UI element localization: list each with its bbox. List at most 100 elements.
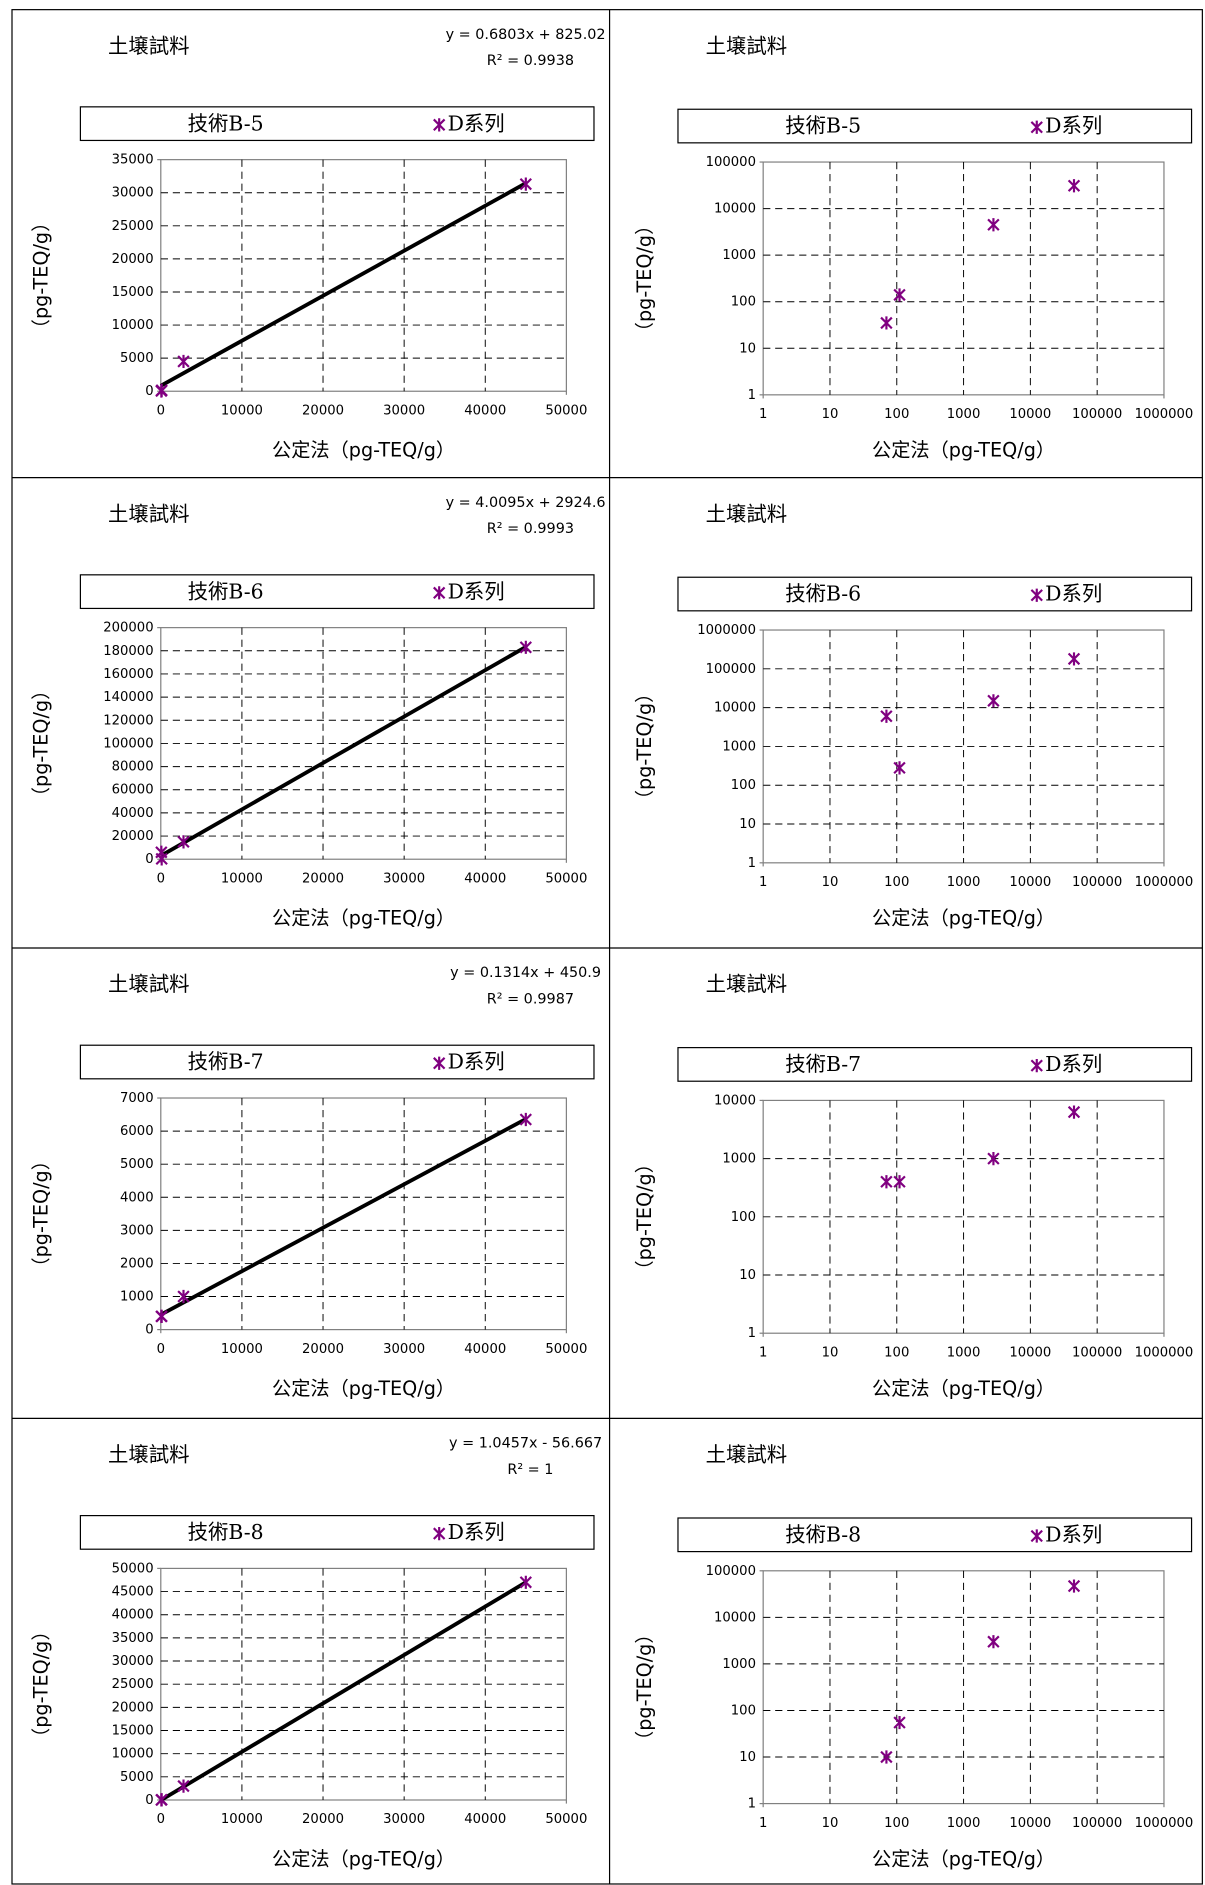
y-tick-label: 1000 [722, 1152, 756, 1167]
x-tick-label: 10 [822, 1816, 839, 1831]
x-tick-label: 100000 [1072, 1345, 1122, 1360]
data-point [519, 1112, 532, 1127]
data-point [893, 761, 906, 775]
data-point [880, 1750, 893, 1764]
x-tick-label: 30000 [383, 403, 425, 418]
legend-marker [1030, 120, 1043, 134]
chart: 土壌試料 y = 4.0095x + 2924.6 R² = 0.9993 技術B-6… [29, 495, 605, 930]
y-tick-label: 30000 [112, 1654, 154, 1669]
chart-title: 土壌試料 [108, 1443, 190, 1467]
y-tick-label: 20000 [112, 1700, 154, 1715]
trendline [159, 1580, 527, 1802]
x-tick-label: 40000 [464, 1342, 506, 1357]
data-point [155, 1309, 168, 1323]
y-tick-label: 25000 [112, 1677, 154, 1692]
y-tick-label: 160000 [103, 667, 153, 682]
y-tick-label: 45000 [112, 1585, 154, 1600]
x-tick-label: 0 [157, 1342, 165, 1357]
y-tick-label: 5000 [120, 1157, 154, 1172]
legend-label: D系列 [1045, 582, 1102, 606]
y-tick-label: 1 [748, 1326, 756, 1341]
x-tick-label: 10000 [221, 1342, 263, 1357]
y-tick-label: 40000 [112, 1608, 154, 1623]
x-tick-label: 100000 [1072, 407, 1122, 422]
y-axis-label: （pg-TEQ/g） [633, 216, 656, 341]
x-tick-label: 1000 [947, 407, 981, 422]
y-tick-label: 140000 [103, 690, 153, 705]
trendline-equation: y = 1.0457x - 56.667 [449, 1436, 602, 1452]
chart-title: 土壌試料 [108, 502, 190, 526]
x-tick-label: 50000 [545, 871, 587, 886]
trendline [159, 181, 527, 388]
x-tick-label: 100 [884, 875, 909, 890]
legend-label: D系列 [1045, 114, 1102, 138]
data-point [519, 640, 532, 654]
y-tick-label: 0 [145, 852, 153, 867]
x-tick-label: 1000000 [1135, 1816, 1194, 1831]
legend-title: 技術B-6 [188, 579, 264, 603]
data-point [893, 1175, 906, 1189]
legend-label: D系列 [1045, 1523, 1102, 1547]
legend-title: 技術B-6 [785, 582, 861, 606]
y-axis-label: （pg-TEQ/g） [633, 1154, 656, 1280]
y-tick-label: 200000 [103, 621, 153, 636]
x-tick-label: 10 [822, 1345, 839, 1360]
x-tick-label: 10000 [221, 1812, 263, 1827]
x-axis-label: 公定法（pg-TEQ/g） [272, 1377, 455, 1400]
legend-marker [433, 586, 446, 600]
y-axis-label: （pg-TEQ/g） [29, 681, 52, 807]
data-point [177, 835, 190, 849]
y-tick-label: 180000 [103, 644, 153, 659]
x-tick-label: 30000 [383, 1812, 425, 1827]
data-point [519, 1575, 532, 1589]
y-tick-label: 30000 [112, 186, 154, 201]
x-tick-label: 40000 [464, 871, 506, 886]
x-tick-label: 100000 [1072, 1816, 1122, 1831]
y-tick-label: 100 [731, 778, 756, 793]
legend-box [79, 574, 595, 610]
x-tick-label: 0 [157, 1812, 165, 1827]
x-tick-label: 1000000 [1135, 407, 1194, 422]
x-tick-label: 40000 [464, 1812, 506, 1827]
x-tick-label: 50000 [545, 1812, 587, 1827]
data-point [177, 1779, 190, 1793]
x-tick-label: 10 [822, 407, 839, 422]
data-point [519, 177, 532, 191]
legend-box [677, 1047, 1193, 1082]
data-point [987, 218, 1000, 232]
plot-area [160, 1097, 567, 1331]
x-tick-label: 10000 [1009, 1816, 1051, 1831]
legend-marker [433, 1056, 446, 1070]
legend-title: 技術B-5 [785, 114, 861, 138]
data-point [155, 383, 168, 397]
chart: 土壌試料 y = 0.1314x + 450.9 R² = 0.9987 技術B-7 D… [29, 965, 601, 1400]
y-tick-label: 10 [739, 1750, 756, 1765]
trendline-equation: y = 0.6803x + 825.02 [446, 27, 606, 43]
y-tick-label: 10 [739, 341, 756, 356]
x-tick-label: 20000 [302, 1342, 344, 1357]
page-border [11, 9, 1203, 1885]
legend-marker [1030, 1529, 1043, 1543]
y-tick-label: 20000 [112, 829, 154, 844]
y-tick-label: 1000 [722, 739, 756, 754]
x-axis-label: 公定法（pg-TEQ/g） [872, 907, 1055, 930]
data-point [880, 1175, 893, 1189]
chart-title: 土壌試料 [706, 972, 788, 996]
y-tick-label: 120000 [103, 713, 153, 728]
y-tick-label: 10 [739, 817, 756, 832]
chart: 土壌試料 y = 0.6803x + 825.02 R² = 0.9938 技術B-5… [29, 27, 605, 462]
x-tick-label: 100000 [1072, 875, 1122, 890]
legend-label: D系列 [1045, 1052, 1102, 1076]
x-tick-label: 1 [759, 1345, 767, 1360]
y-axis-label: （pg-TEQ/g） [633, 1624, 656, 1750]
y-tick-label: 100000 [706, 1564, 756, 1579]
y-tick-label: 5000 [120, 351, 154, 366]
y-axis-label: （pg-TEQ/g） [633, 684, 656, 809]
x-axis-label: 公定法（pg-TEQ/g） [872, 439, 1055, 462]
y-tick-label: 100 [731, 1703, 756, 1718]
data-point [987, 694, 1000, 708]
chart-title: 土壌試料 [108, 972, 190, 996]
